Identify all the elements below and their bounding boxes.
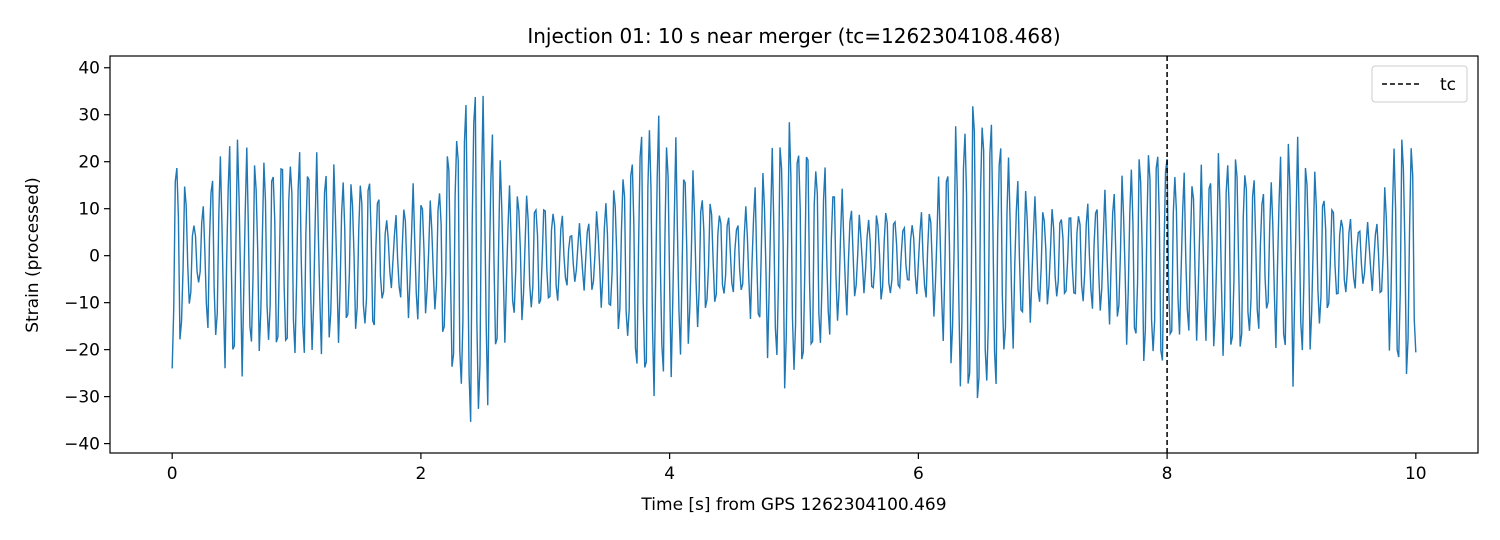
legend: tc bbox=[1371, 65, 1468, 103]
strain-series-line bbox=[171, 95, 1417, 422]
chart-title: Injection 01: 10 s near merger (tc=12623… bbox=[527, 24, 1060, 48]
y-tick-label: −20 bbox=[64, 341, 100, 361]
x-tick-label: 10 bbox=[1405, 464, 1427, 484]
y-axis-label: Strain (processed) bbox=[23, 177, 43, 333]
y-tick-label: 20 bbox=[78, 153, 100, 173]
x-axis-label: Time [s] from GPS 1262304100.469 bbox=[640, 495, 946, 515]
x-tick-label: 4 bbox=[664, 464, 675, 484]
y-tick-label: 10 bbox=[78, 200, 100, 220]
legend-box bbox=[1371, 65, 1468, 103]
y-tick-label: −30 bbox=[64, 388, 100, 408]
x-axis-ticks: 0 2 4 6 8 10 bbox=[167, 453, 1427, 484]
y-tick-label: −40 bbox=[64, 435, 100, 455]
y-axis-ticks: −40 −30 −20 −10 0 10 20 30 40 bbox=[64, 59, 110, 455]
x-tick-label: 8 bbox=[1162, 464, 1173, 484]
plot-area bbox=[109, 55, 1479, 454]
y-tick-label: −10 bbox=[64, 294, 100, 314]
x-tick-label: 2 bbox=[415, 464, 426, 484]
axes-frame bbox=[109, 55, 1479, 454]
y-tick-label: 30 bbox=[78, 106, 100, 126]
x-tick-label: 0 bbox=[167, 464, 178, 484]
x-tick-label: 6 bbox=[913, 464, 924, 484]
y-tick-label: 40 bbox=[78, 59, 100, 79]
legend-tc-label: tc bbox=[1440, 75, 1456, 95]
y-tick-label: 0 bbox=[89, 247, 100, 267]
series-layer bbox=[171, 95, 1417, 422]
